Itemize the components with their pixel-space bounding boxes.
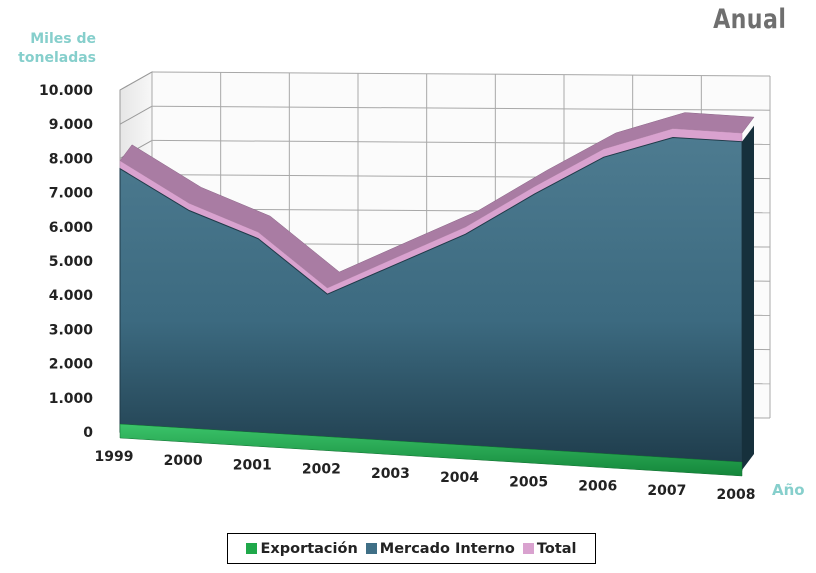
y-tick-label: 1.000 [49,391,94,407]
chart-title: Anual [712,4,786,35]
y-tick-label: 3.000 [49,322,94,338]
legend-item-exportacion: Exportación [246,540,358,557]
legend-swatch-exportacion [246,543,258,554]
exportacion-series [119,423,743,477]
y-tick-label: 7.000 [49,186,94,202]
y-tick-label: 5.000 [49,254,94,270]
x-tick-label: 2004 [440,470,479,486]
gridline [151,105,771,111]
x-tick-label: 1999 [95,449,134,465]
gridline [151,71,771,77]
legend: Exportación Mercado Interno Total [227,533,596,564]
x-tick-label: 2002 [302,462,341,478]
gridline-side [119,105,153,125]
legend-swatch-total [522,543,534,554]
x-tick-label: 2000 [164,453,203,469]
y-tick-label: 6.000 [49,220,94,236]
legend-label-total: Total [536,540,577,557]
y-tick-label: 9.000 [49,117,94,133]
x-tick-label: 2006 [578,479,617,495]
legend-label-mercado-interno: Mercado Interno [379,540,515,557]
y-tick-label: 8.000 [49,151,94,167]
legend-swatch-mercado-interno [365,543,377,554]
mercado-interno-side [742,125,754,471]
y-tick-label: 10.000 [39,83,93,99]
y-axis-label: Miles de toneladas [18,31,96,66]
x-tick-label: 2005 [509,474,548,490]
y-tick-label: 4.000 [49,288,94,304]
x-axis-label: Año [772,481,805,499]
legend-label-exportacion: Exportación [260,540,358,557]
x-tick-label: 2007 [647,483,686,499]
x-tick-label: 2008 [717,487,756,503]
y-tick-label: 0 [83,425,93,441]
legend-item-mercado-interno: Mercado Interno [365,540,515,557]
gridline-side [119,71,153,91]
x-tick-label: 2001 [233,457,272,473]
y-tick-label: 2.000 [49,357,94,373]
legend-item-total: Total [522,540,577,557]
x-tick-label: 2003 [371,466,410,482]
